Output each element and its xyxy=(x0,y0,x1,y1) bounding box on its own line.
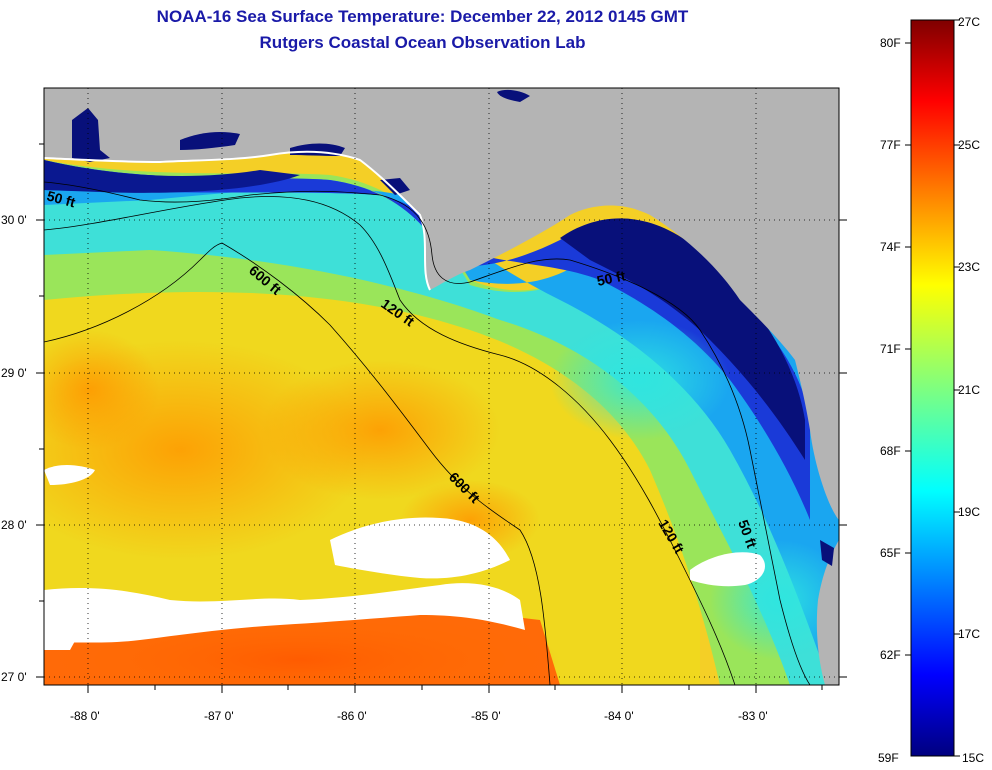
contour-600ft xyxy=(44,242,551,685)
x-tick-label: -84 0' xyxy=(604,709,634,723)
warm-pool-edge xyxy=(44,330,160,450)
cloud-southwest-corner xyxy=(44,630,80,650)
colorbar-c-label: 19C xyxy=(958,505,980,519)
coastline-panhandle xyxy=(44,150,431,291)
y-tick-label: 28 0' xyxy=(1,518,27,532)
colorbar-f-label: 68F xyxy=(880,444,901,458)
colorbar-f-label: 74F xyxy=(880,240,901,254)
bay-pensacola xyxy=(180,132,240,150)
bay-tampa xyxy=(820,540,834,566)
contour-50ft xyxy=(44,181,811,685)
colorbar-c-label: 23C xyxy=(958,260,980,274)
y-tick-label: 30 0' xyxy=(1,213,27,227)
x-tick-label: -86 0' xyxy=(337,709,367,723)
ocean-coldest-bigbend xyxy=(560,218,805,460)
land-southwest-florida xyxy=(816,540,839,685)
contour-label-50ft: 50 ft xyxy=(595,267,627,289)
cyan-tongue xyxy=(550,320,730,440)
land-florida xyxy=(44,88,839,520)
colorbar-c-label: 25C xyxy=(958,138,980,152)
bay-mobile xyxy=(72,108,110,162)
colorbar-f-label: 62F xyxy=(880,648,901,662)
x-tick-label: -88 0' xyxy=(70,709,100,723)
x-tick-label: -85 0' xyxy=(471,709,501,723)
sst-field xyxy=(44,88,839,685)
plot-frame xyxy=(43,87,840,686)
y-tick-label: 29 0' xyxy=(1,366,27,380)
contour-120ft xyxy=(44,196,736,685)
colorbar-gradient xyxy=(910,19,955,757)
x-tick-label: -83 0' xyxy=(738,709,768,723)
lake-inland xyxy=(497,89,530,102)
colorbar-c-label: 15C xyxy=(962,751,984,765)
axis-ticks xyxy=(36,143,847,693)
colorbar-c-label: 27C xyxy=(958,15,980,29)
cloud-band-center xyxy=(330,517,510,579)
y-tick-label: 27 0' xyxy=(1,670,27,684)
ocean-coldest-panhandle xyxy=(44,160,300,193)
colorbar-f-label: 71F xyxy=(880,342,901,356)
colorbar-c-label: 17C xyxy=(958,627,980,641)
cloud-band-south xyxy=(44,583,525,645)
colorbar-ticks xyxy=(905,19,960,757)
warm-pool-center xyxy=(260,360,500,500)
map-title: NOAA-16 Sea Surface Temperature: Decembe… xyxy=(156,7,689,26)
cloud-east xyxy=(690,552,765,587)
cloud-west-small xyxy=(44,465,95,485)
colorbar-c-label: 21C xyxy=(958,383,980,397)
colorbar-f-label: 77F xyxy=(880,138,901,152)
colorbar-f-label: 80F xyxy=(880,36,901,50)
colorbar-f-label: 59F xyxy=(878,751,899,765)
contour-label-50ft: 50 ft xyxy=(45,187,77,210)
x-tick-label: -87 0' xyxy=(204,709,234,723)
colorbar-f-label: 65F xyxy=(880,546,901,560)
map-subtitle: Rutgers Coastal Ocean Observation Lab xyxy=(259,33,586,52)
